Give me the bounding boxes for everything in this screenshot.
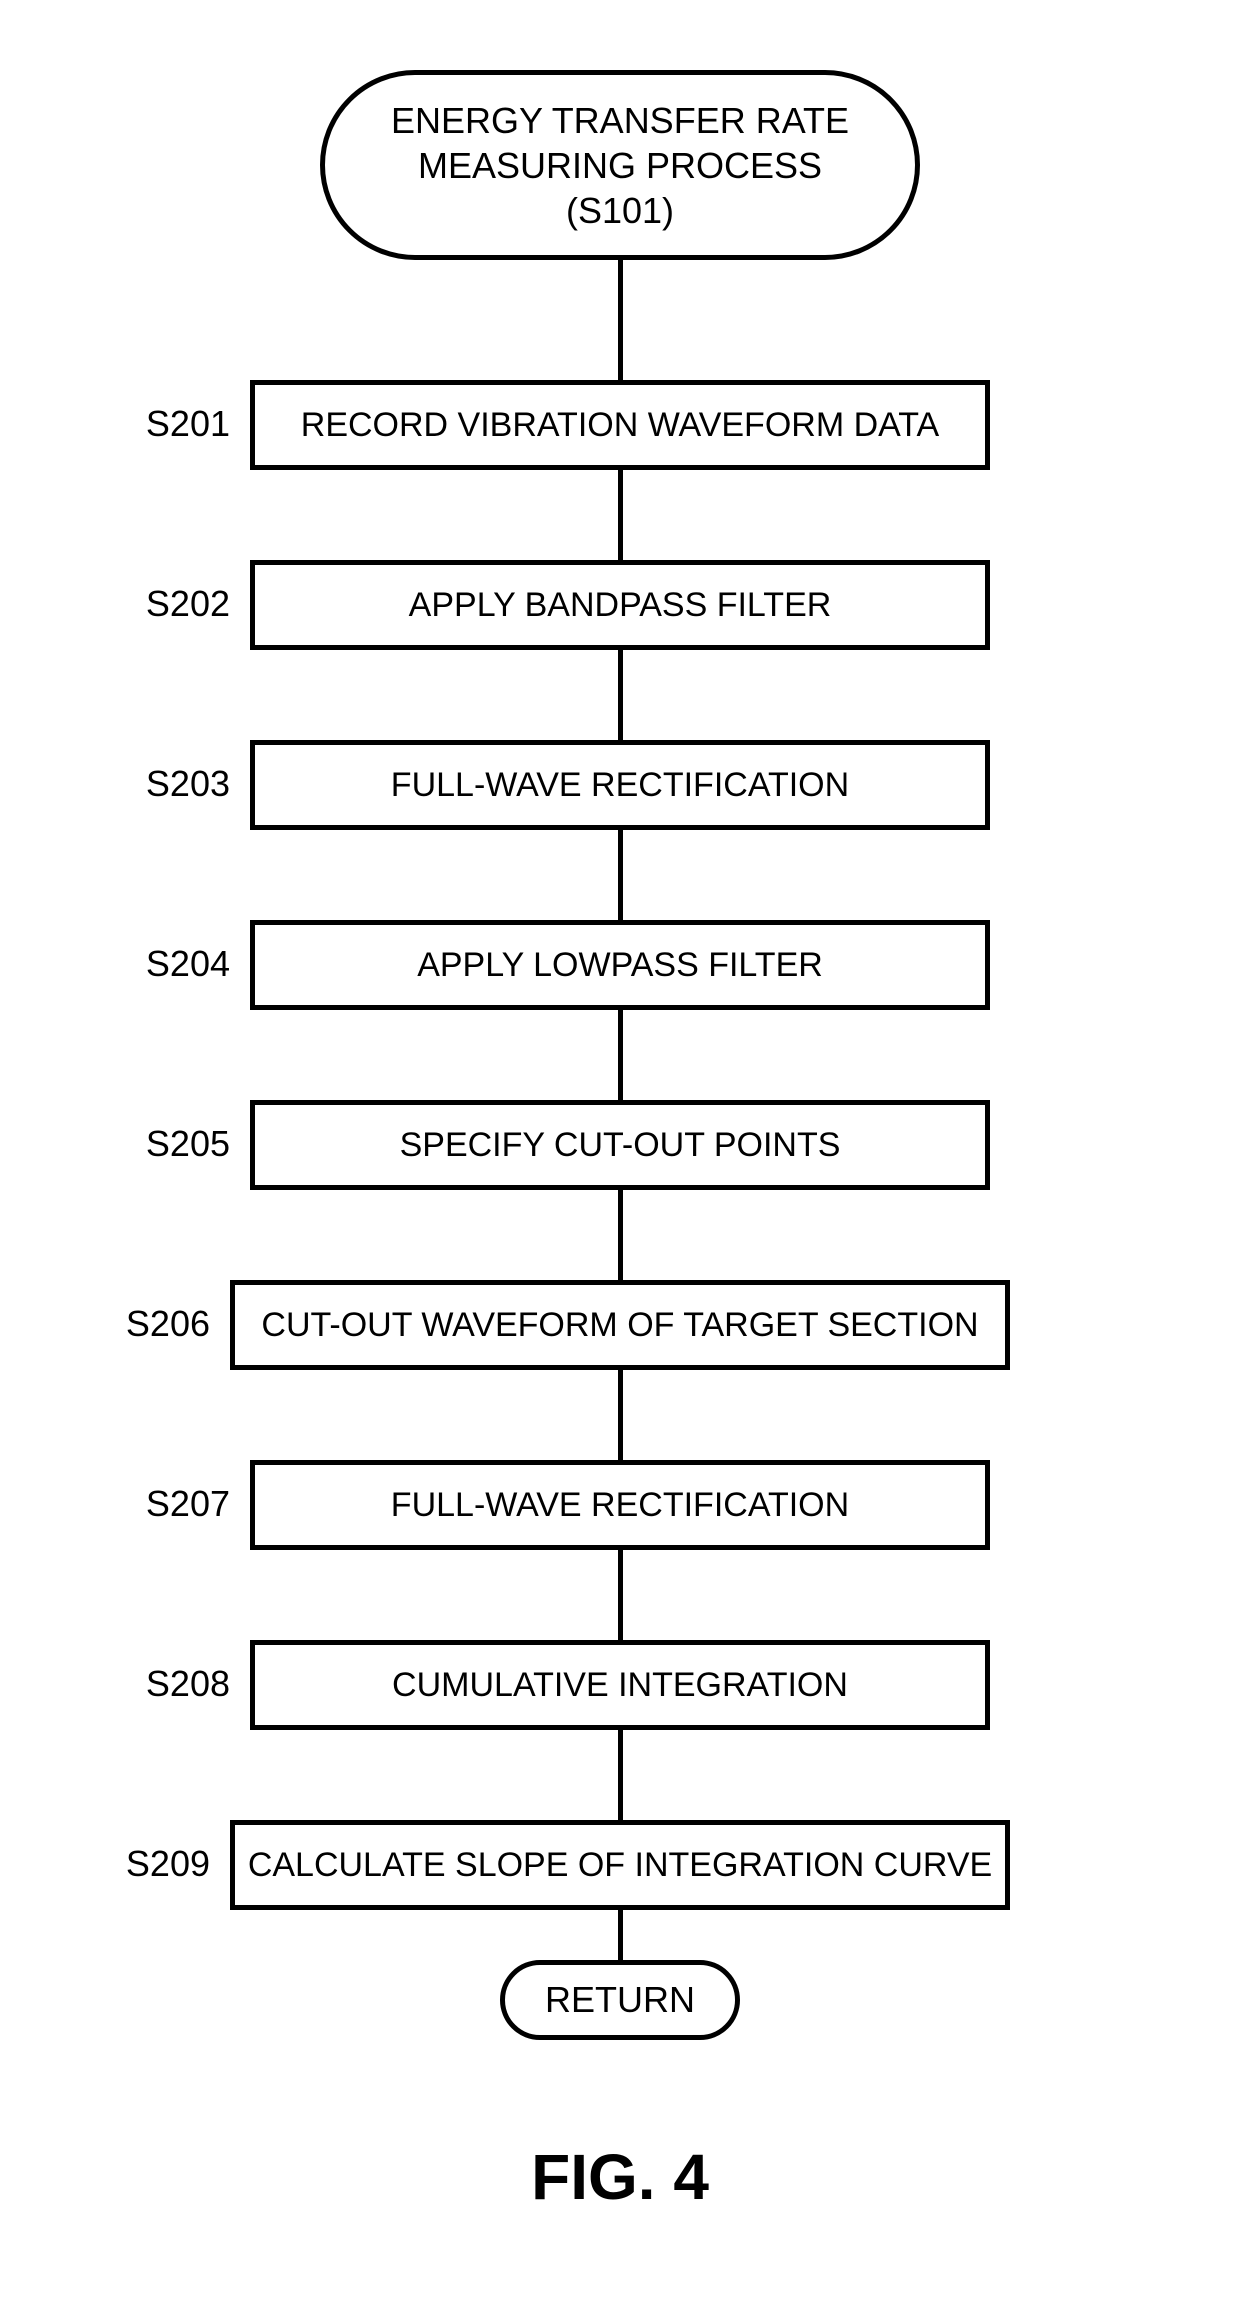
process-label: CUMULATIVE INTEGRATION	[392, 1666, 848, 1705]
process-label: RECORD VIBRATION WAVEFORM DATA	[301, 406, 939, 445]
connector	[618, 1910, 623, 1960]
process-s202: APPLY BANDPASS FILTER	[250, 560, 990, 650]
start-line2: MEASURING PROCESS	[391, 143, 849, 188]
step-label-s204: S204	[90, 943, 230, 985]
process-label: SPECIFY CUT-OUT POINTS	[400, 1126, 841, 1165]
process-label: APPLY LOWPASS FILTER	[417, 946, 823, 985]
process-s207: FULL-WAVE RECTIFICATION	[250, 1460, 990, 1550]
process-label: FULL-WAVE RECTIFICATION	[391, 766, 849, 805]
step-label-s206: S206	[70, 1303, 210, 1345]
start-line1: ENERGY TRANSFER RATE	[391, 98, 849, 143]
figure-caption: FIG. 4	[470, 2140, 770, 2214]
step-label-s209: S209	[70, 1843, 210, 1885]
step-label-s205: S205	[90, 1123, 230, 1165]
connector	[618, 650, 623, 740]
connector	[618, 1730, 623, 1820]
connector	[618, 1370, 623, 1460]
process-s206: CUT-OUT WAVEFORM OF TARGET SECTION	[230, 1280, 1010, 1370]
flowchart-canvas: ENERGY TRANSFER RATE MEASURING PROCESS (…	[0, 0, 1240, 2323]
process-s208: CUMULATIVE INTEGRATION	[250, 1640, 990, 1730]
end-terminator: RETURN	[500, 1960, 740, 2040]
process-label: CALCULATE SLOPE OF INTEGRATION CURVE	[248, 1846, 992, 1885]
process-s204: APPLY LOWPASS FILTER	[250, 920, 990, 1010]
process-s203: FULL-WAVE RECTIFICATION	[250, 740, 990, 830]
process-label: FULL-WAVE RECTIFICATION	[391, 1486, 849, 1525]
process-s209: CALCULATE SLOPE OF INTEGRATION CURVE	[230, 1820, 1010, 1910]
process-s205: SPECIFY CUT-OUT POINTS	[250, 1100, 990, 1190]
end-label: RETURN	[545, 1979, 695, 2021]
step-label-s208: S208	[90, 1663, 230, 1705]
connector	[618, 830, 623, 920]
process-s201: RECORD VIBRATION WAVEFORM DATA	[250, 380, 990, 470]
process-label: CUT-OUT WAVEFORM OF TARGET SECTION	[261, 1306, 978, 1345]
step-label-s202: S202	[90, 583, 230, 625]
connector	[618, 470, 623, 560]
step-label-s203: S203	[90, 763, 230, 805]
connector	[618, 260, 623, 380]
step-label-s207: S207	[90, 1483, 230, 1525]
connector	[618, 1550, 623, 1640]
connector	[618, 1010, 623, 1100]
start-line3: (S101)	[391, 188, 849, 233]
step-label-s201: S201	[90, 403, 230, 445]
connector	[618, 1190, 623, 1280]
start-terminator: ENERGY TRANSFER RATE MEASURING PROCESS (…	[320, 70, 920, 260]
process-label: APPLY BANDPASS FILTER	[409, 586, 832, 625]
